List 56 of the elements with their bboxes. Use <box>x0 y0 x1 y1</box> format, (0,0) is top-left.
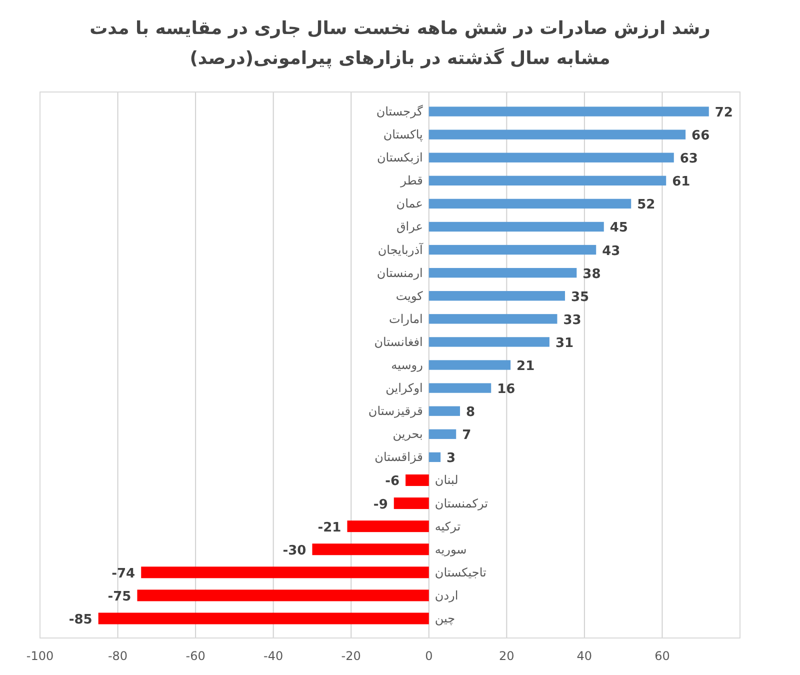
data-label: 8 <box>466 405 476 420</box>
y-tick-label: سوریه <box>434 542 467 556</box>
y-tick-label: چین <box>434 611 456 626</box>
y-tick-label: قطر <box>400 174 423 188</box>
y-tick-label: قرقیزستان <box>368 404 423 418</box>
data-label: 63 <box>680 152 698 167</box>
data-label: 72 <box>714 106 733 121</box>
data-label: 16 <box>497 382 516 398</box>
data-label: -21 <box>318 520 342 536</box>
data-label: 66 <box>692 128 710 144</box>
y-tick-label: عمان <box>396 196 423 211</box>
y-tick-label: ترکیه <box>434 519 461 534</box>
x-tick-label: 0 <box>425 649 433 663</box>
x-tick-label: -60 <box>186 649 206 663</box>
y-tick-label: آذربایجان <box>378 242 424 257</box>
y-tick-label: امارات <box>389 312 423 326</box>
data-label: 31 <box>555 336 574 351</box>
chart-title: رشد ارزش صادرات در شش ماهه نخست سال جاری در مقایسه با مدت مشابه سال گذشته در بازارهای پیرامونی(درصد) <box>88 17 712 71</box>
y-tick-label: روسیه <box>391 358 424 372</box>
data-label: -74 <box>112 566 136 582</box>
y-tick-label: لبنان <box>434 473 458 488</box>
y-tick-label: تاجیکستان <box>434 565 486 580</box>
y-tick-label: عراق <box>396 220 423 234</box>
y-tick-label: ترکمنستان <box>434 496 488 510</box>
x-tick-label: -20 <box>341 649 361 663</box>
y-tick-label: اوکراین <box>386 381 423 396</box>
data-label: 35 <box>571 290 590 305</box>
y-tick-label: ازبکستان <box>377 150 423 165</box>
data-label: 43 <box>602 244 620 259</box>
data-label: 7 <box>462 428 472 444</box>
x-tick-label: 60 <box>654 649 670 663</box>
x-tick-label: -80 <box>108 649 128 663</box>
y-tick-label: قزاقستان <box>374 450 423 464</box>
y-tick-label: بحرین <box>392 427 423 442</box>
data-label: 33 <box>563 312 582 328</box>
x-tick-label: -100 <box>26 649 54 663</box>
x-tick-label: -40 <box>264 649 284 663</box>
x-tick-label: 40 <box>576 649 592 663</box>
data-label: 21 <box>516 359 535 374</box>
data-label: -30 <box>282 543 306 558</box>
y-tick-label: اردن <box>434 588 458 602</box>
y-tick-label: افغانستان <box>374 334 423 349</box>
y-tick-label: گرجستان <box>376 104 424 119</box>
data-label: 61 <box>672 174 690 190</box>
data-label: -85 <box>68 612 92 628</box>
y-tick-label: پاکستان <box>383 128 423 142</box>
x-tick-label: 20 <box>499 649 514 663</box>
data-label: 38 <box>582 266 601 282</box>
data-label: 3 <box>446 451 456 466</box>
data-label: -6 <box>385 474 400 490</box>
data-label: 45 <box>610 220 628 236</box>
y-tick-label: کویت <box>396 288 424 303</box>
data-label: -75 <box>108 589 132 604</box>
y-tick-label: ارمنستان <box>376 266 423 280</box>
data-label: -9 <box>373 497 388 512</box>
data-label: 52 <box>637 198 656 213</box>
